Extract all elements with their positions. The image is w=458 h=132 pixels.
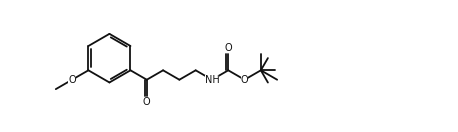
Text: O: O	[68, 75, 76, 85]
Text: NH: NH	[205, 75, 219, 85]
Text: O: O	[241, 75, 248, 85]
Text: O: O	[143, 97, 151, 107]
Text: O: O	[224, 43, 232, 53]
